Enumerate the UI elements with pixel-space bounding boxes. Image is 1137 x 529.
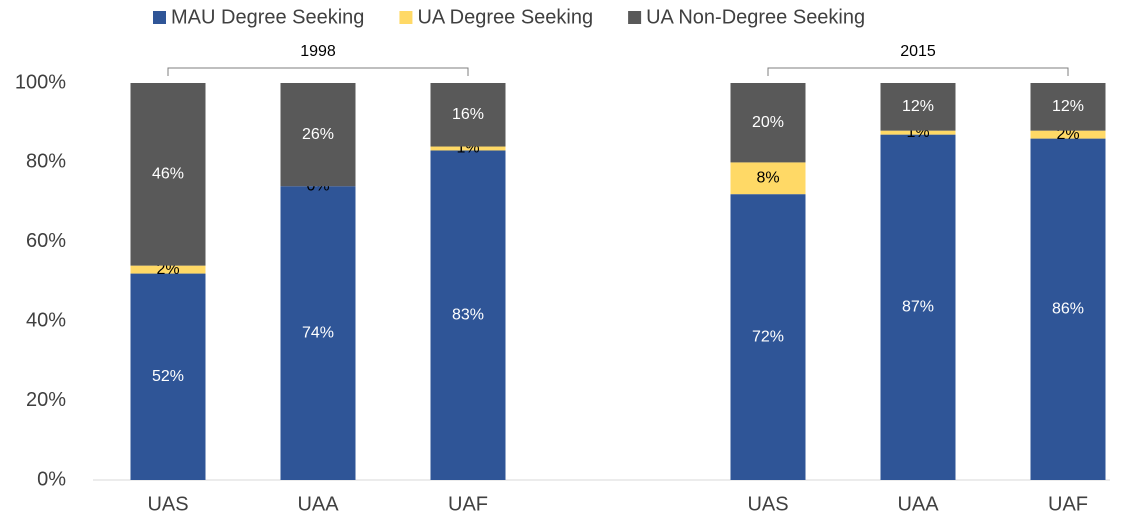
x-tick-label: UAF — [448, 493, 488, 515]
bar-segment — [730, 83, 806, 163]
group-label: 2015 — [900, 43, 936, 60]
y-tick-label: 80% — [26, 151, 66, 173]
y-tick-label: 100% — [15, 71, 66, 93]
bar-segment — [280, 83, 356, 187]
bar-segment — [730, 162, 806, 195]
y-tick-label: 60% — [26, 230, 66, 252]
x-tick-label: UAS — [147, 493, 188, 515]
x-tick-label: UAF — [1048, 493, 1088, 515]
data-label: 52% — [152, 368, 184, 385]
data-label: 20% — [752, 114, 784, 131]
data-label: 83% — [452, 306, 484, 323]
bar-segment — [280, 186, 356, 480]
y-tick-label: 40% — [26, 309, 66, 331]
data-label: 86% — [1052, 301, 1084, 318]
x-tick-label: UAS — [747, 493, 788, 515]
legend-swatch — [628, 11, 642, 24]
legend-swatch — [399, 11, 413, 24]
x-tick-label: UAA — [297, 493, 339, 515]
data-label: 16% — [452, 106, 484, 123]
bar-segment — [130, 273, 206, 480]
data-label: 74% — [302, 324, 334, 341]
bar-segment — [880, 134, 956, 481]
y-tick-label: 0% — [37, 468, 66, 490]
data-label: 8% — [756, 169, 779, 186]
bar-segment — [430, 146, 506, 151]
bar-segment — [430, 150, 506, 481]
group-bracket — [167, 67, 469, 76]
legend-label: UA Non-Degree Seeking — [646, 6, 865, 28]
bar-segment — [130, 83, 206, 266]
bar-segment — [1030, 138, 1106, 480]
y-tick-label: 20% — [26, 389, 66, 411]
data-label: 46% — [152, 166, 184, 183]
x-tick-label: UAA — [897, 493, 939, 515]
group-label: 1998 — [300, 43, 336, 60]
data-label: 72% — [752, 328, 784, 345]
bar-segment — [1030, 83, 1106, 131]
bar-segment — [130, 265, 206, 274]
bar-segment — [430, 83, 506, 147]
legend-label: MAU Degree Seeking — [171, 6, 364, 28]
legend-swatch — [153, 11, 166, 24]
bar-segment — [880, 130, 956, 135]
bar-segment — [1030, 130, 1106, 139]
legend-label: UA Degree Seeking — [417, 6, 593, 28]
data-label: 12% — [1052, 98, 1084, 115]
group-bracket — [767, 67, 1069, 76]
data-label: 26% — [302, 126, 334, 143]
data-label: 12% — [902, 98, 934, 115]
bar-segment — [880, 83, 956, 131]
bar-segment — [730, 194, 806, 480]
data-label: 87% — [902, 299, 934, 316]
